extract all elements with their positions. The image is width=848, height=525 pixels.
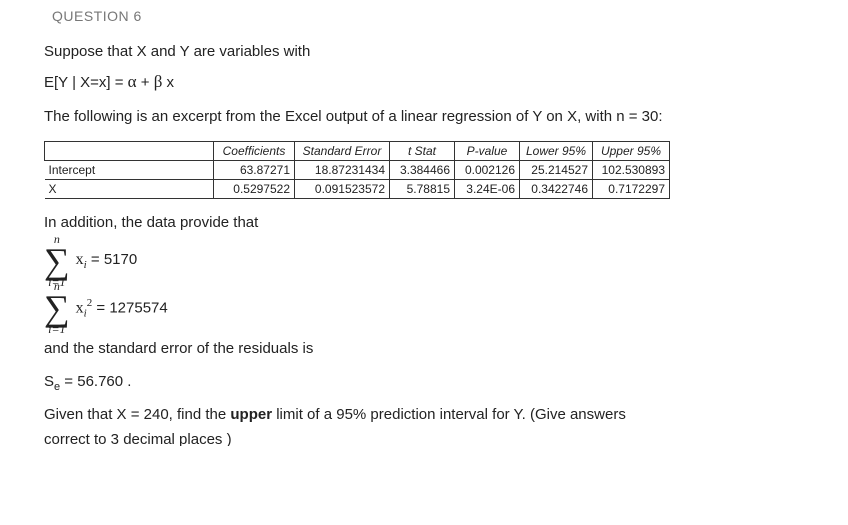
th-lo: Lower 95% bbox=[520, 142, 593, 161]
se-text-line: and the standard error of the residuals … bbox=[44, 337, 804, 361]
cell: 0.091523572 bbox=[295, 180, 390, 199]
th-se: Standard Error bbox=[295, 142, 390, 161]
eq-lhs: E[Y | X=x] = bbox=[44, 74, 128, 91]
table-row: X 0.5297522 0.091523572 5.78815 3.24E-06… bbox=[45, 180, 670, 199]
cell-label: X bbox=[45, 180, 214, 199]
x-symbol: x bbox=[162, 74, 174, 91]
sum-val: = 1275574 bbox=[92, 299, 168, 316]
cell: 63.87271 bbox=[214, 161, 295, 180]
sigma-symbol: ∑ n i=1 bbox=[44, 247, 70, 276]
cell: 102.530893 bbox=[593, 161, 670, 180]
th-coef: Coefficients bbox=[214, 142, 295, 161]
plus-symbol: + bbox=[137, 74, 154, 91]
cell: 25.214527 bbox=[520, 161, 593, 180]
alpha-symbol: α bbox=[128, 72, 137, 91]
sum-sub: i bbox=[84, 308, 87, 320]
excerpt-line: The following is an excerpt from the Exc… bbox=[44, 105, 804, 129]
th-blank bbox=[45, 142, 214, 161]
cell: 3.384466 bbox=[390, 161, 455, 180]
intro-line-2: E[Y | X=x] = α + β x bbox=[44, 68, 804, 95]
sum-expression-2: ∑ n i=1 xi2 = 1275574 bbox=[44, 294, 804, 323]
se-val: = 56.760 . bbox=[60, 373, 131, 390]
intro-line-1: Suppose that X and Y are variables with bbox=[44, 40, 804, 64]
sum-val: = 5170 bbox=[87, 251, 137, 268]
sum-expression-1: ∑ n i=1 xi = 5170 bbox=[44, 247, 804, 276]
addition-line: In addition, the data provide that bbox=[44, 211, 804, 235]
regression-table: Coefficients Standard Error t Stat P-val… bbox=[44, 141, 670, 199]
sigma-symbol: ∑ n i=1 bbox=[44, 294, 70, 323]
sigma-top: n bbox=[44, 235, 70, 245]
th-t: t Stat bbox=[390, 142, 455, 161]
cell: 0.7172297 bbox=[593, 180, 670, 199]
table-row: Intercept 63.87271 18.87231434 3.384466 … bbox=[45, 161, 670, 180]
question-line: Given that X = 240, find the upper limit… bbox=[44, 403, 804, 427]
cell: 0.3422746 bbox=[520, 180, 593, 199]
cell: 18.87231434 bbox=[295, 161, 390, 180]
cell-label: Intercept bbox=[45, 161, 214, 180]
se-value-line: Se = 56.760 . bbox=[44, 373, 804, 393]
th-p: P-value bbox=[455, 142, 520, 161]
sigma-top: n bbox=[44, 282, 70, 292]
q-pre: Given that X = 240, find the bbox=[44, 406, 230, 423]
th-hi: Upper 95% bbox=[593, 142, 670, 161]
question-cut-line: correct to 3 decimal places ) bbox=[44, 431, 804, 446]
q-post: limit of a 95% prediction interval for Y… bbox=[272, 406, 626, 423]
cell: 0.5297522 bbox=[214, 180, 295, 199]
sum-var: x bbox=[76, 299, 84, 316]
se-sym: S bbox=[44, 373, 54, 390]
q-bold: upper bbox=[230, 406, 272, 423]
sum-var: x bbox=[76, 251, 84, 268]
cell: 3.24E-06 bbox=[455, 180, 520, 199]
cell: 0.002126 bbox=[455, 161, 520, 180]
question-header: QUESTION 6 bbox=[52, 8, 804, 24]
cell: 5.78815 bbox=[390, 180, 455, 199]
sigma-bot: i=1 bbox=[44, 325, 70, 335]
